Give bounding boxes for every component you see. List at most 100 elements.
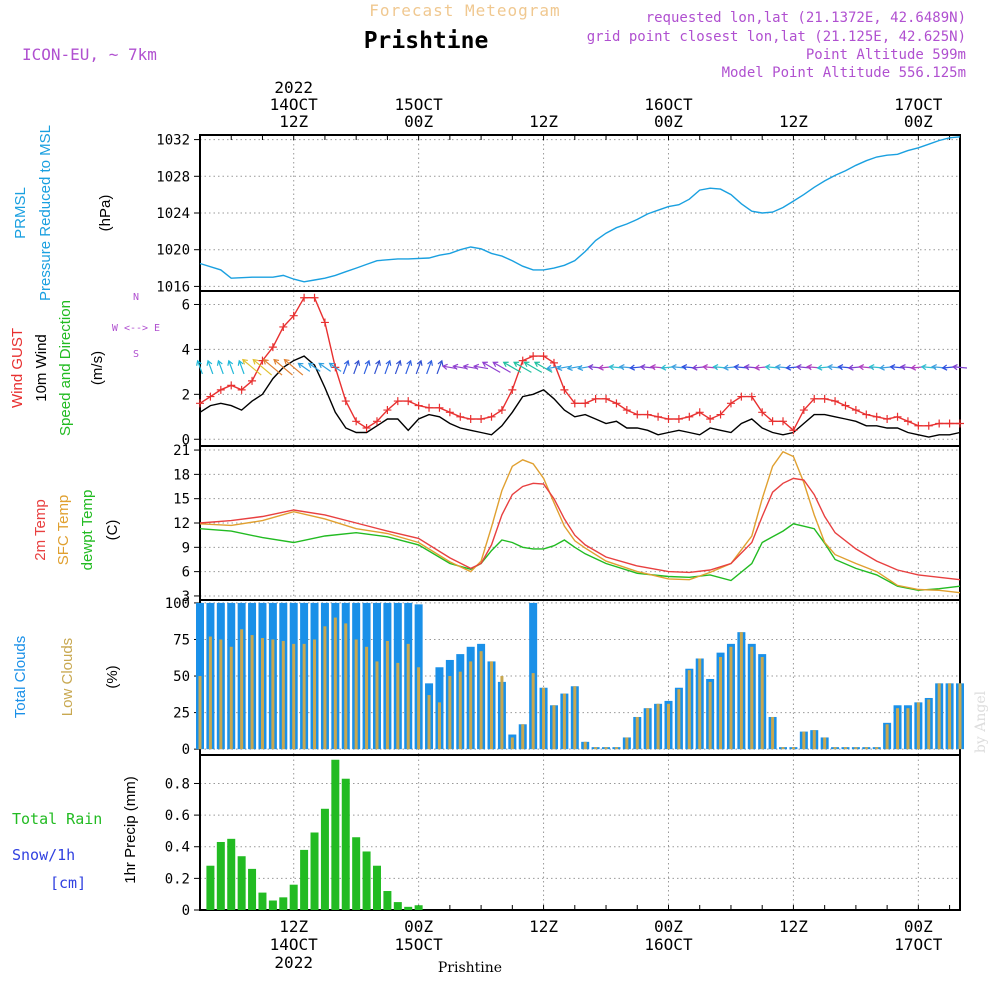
gust-marker: [310, 293, 319, 302]
wind-direction-arrow: [273, 359, 293, 376]
wind-arrow-head: [608, 364, 615, 371]
wind-arrow-head: [216, 359, 223, 366]
wind-arrow-head: [577, 364, 584, 371]
gust-marker: [466, 415, 475, 424]
wind-arrow-head: [785, 364, 792, 371]
wind-arrow-head: [354, 359, 361, 366]
wind-arrow-head: [283, 358, 290, 365]
low-cloud-bar: [344, 623, 348, 750]
y-tick-label: 25: [173, 706, 190, 722]
low-cloud-bar: [521, 724, 525, 750]
low-cloud-bar: [948, 683, 952, 750]
low-cloud-bar: [719, 657, 723, 750]
wind-arrow-head: [513, 361, 520, 368]
gust-marker: [851, 406, 860, 415]
y-tick-label: 1032: [156, 133, 190, 149]
model-altitude: Model Point Altitude 556.125m: [722, 65, 966, 81]
low-cloud-bar: [802, 731, 806, 750]
gust-marker: [799, 406, 808, 415]
gust-marker: [487, 412, 496, 421]
low-cloud-bar: [333, 617, 337, 750]
low-cloud-bar: [510, 737, 514, 750]
low-cloud-bar: [927, 699, 931, 750]
low-cloud-bar: [208, 636, 212, 750]
wind-speed-label: Speed and Direction: [57, 300, 74, 436]
wind-arrow-head: [196, 359, 202, 366]
top-time-label: 00Z: [904, 112, 933, 131]
gust-marker: [883, 415, 892, 424]
wind-direction-arrow: [952, 366, 968, 369]
sfc-temp-line: [199, 450, 961, 594]
low-cloud-bar: [542, 687, 546, 750]
gust-marker: [279, 322, 288, 331]
wind-arrow-head: [241, 358, 248, 365]
low-cloud-bar: [562, 693, 566, 750]
wind-arrow-head: [618, 364, 625, 371]
wind-unit: (m/s): [89, 351, 106, 385]
gust-marker: [716, 410, 725, 419]
gust-marker: [414, 401, 423, 410]
credit-watermark: by Angel: [973, 690, 989, 753]
low-cloud-bar: [281, 640, 285, 750]
wind-arrow-head: [858, 364, 865, 371]
low-cloud-bar: [365, 646, 369, 750]
wind-arrow-head: [649, 364, 656, 371]
low-cloud-bar: [417, 667, 421, 750]
low-cloud-bar: [885, 724, 889, 750]
low-cloud-bar: [479, 651, 483, 750]
gust-marker: [685, 412, 694, 421]
low-cloud-bar: [635, 716, 639, 750]
low-cloud-bar: [864, 747, 868, 750]
top-time-label: 00Z: [404, 112, 433, 131]
rain-bar: [372, 865, 381, 910]
gust-marker: [924, 421, 933, 430]
y-tick-label: 15: [173, 492, 190, 508]
low-cloud-bar: [469, 661, 473, 750]
y-tick-label: 0: [182, 903, 190, 919]
gust-marker: [206, 392, 215, 401]
low-cloud-bar: [823, 737, 827, 750]
pressure-label-b: Pressure Reduced to MSL: [37, 125, 54, 301]
dewpoint-label: dewpt Temp: [79, 490, 96, 571]
pressure-label-a: PRMSL: [12, 187, 29, 239]
low-cloud-bar: [448, 676, 452, 750]
gust-marker: [248, 376, 257, 385]
wind-arrow-head: [889, 364, 896, 371]
gust-marker: [737, 392, 746, 401]
low-cloud-bar: [240, 629, 244, 750]
wind-arrow-head: [806, 364, 813, 371]
wind-direction-arrow: [217, 360, 224, 375]
bottom-time-label: 12Z: [779, 917, 808, 936]
wind-arrow-head: [437, 359, 444, 366]
footer-place: Prishtine: [438, 960, 502, 976]
low-cloud-bar: [937, 683, 941, 750]
low-cloud-bar: [250, 635, 254, 750]
low-cloud-bar: [958, 683, 962, 750]
wind-arrow-head: [639, 364, 646, 371]
rain-bar: [279, 897, 288, 910]
wind-direction-arrow: [405, 360, 412, 375]
gust-marker: [456, 412, 465, 421]
low-cloud-bar: [531, 673, 535, 750]
rain-bar: [227, 838, 236, 910]
wind-direction-arrow: [463, 365, 478, 370]
wind-direction-arrow: [474, 365, 489, 370]
wind-arrow-head: [343, 359, 350, 366]
top-time-label: 12Z: [529, 112, 558, 131]
wind-direction-arrow: [342, 360, 349, 375]
gust-marker: [831, 397, 840, 406]
y-tick-label: 2: [182, 387, 190, 403]
wind-direction-arrow: [238, 360, 245, 375]
gust-marker: [643, 410, 652, 419]
low-cloud-bar: [396, 662, 400, 750]
gust-label: Wind GUST: [9, 328, 26, 408]
gust-marker: [820, 394, 829, 403]
rain-bar: [362, 851, 371, 910]
wind-direction-arrow: [384, 360, 391, 375]
low-cloud-bar: [916, 702, 920, 750]
wind-direction-arrow: [567, 365, 582, 370]
low-cloud-bar: [500, 676, 504, 750]
gust-marker: [289, 311, 298, 320]
wind-arrow-head: [910, 364, 917, 371]
